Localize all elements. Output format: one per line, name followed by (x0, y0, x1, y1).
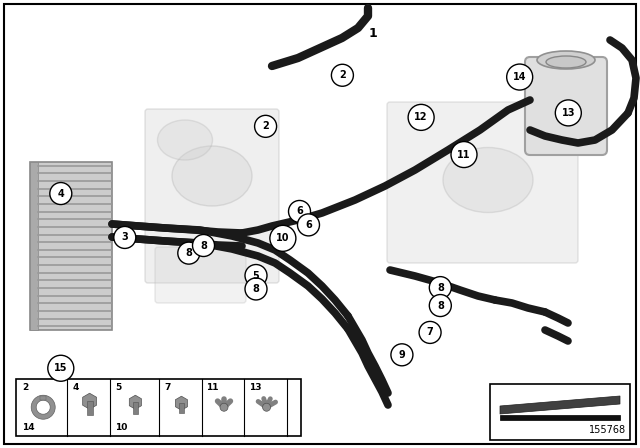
Text: 3: 3 (122, 233, 128, 242)
Circle shape (255, 115, 276, 138)
Text: 14: 14 (513, 72, 527, 82)
Circle shape (419, 321, 441, 344)
Polygon shape (175, 396, 188, 410)
Text: 5: 5 (115, 383, 121, 392)
Text: 4: 4 (58, 189, 64, 198)
FancyBboxPatch shape (525, 57, 607, 155)
Text: 6: 6 (305, 220, 312, 230)
Circle shape (270, 225, 296, 251)
Circle shape (507, 64, 532, 90)
Circle shape (298, 214, 319, 236)
FancyBboxPatch shape (145, 109, 279, 283)
Ellipse shape (172, 146, 252, 206)
Text: 9: 9 (399, 350, 405, 360)
Text: 4: 4 (72, 383, 79, 392)
Circle shape (50, 182, 72, 205)
Text: 8: 8 (437, 301, 444, 310)
Circle shape (289, 200, 310, 223)
Text: 10: 10 (276, 233, 290, 243)
Circle shape (245, 264, 267, 287)
Bar (30, 162, 112, 330)
Wedge shape (31, 395, 55, 419)
Text: 2: 2 (262, 121, 269, 131)
Text: 13: 13 (250, 383, 262, 392)
Circle shape (245, 278, 267, 300)
Circle shape (332, 64, 353, 86)
Polygon shape (129, 395, 141, 409)
Text: 2: 2 (22, 383, 28, 392)
Circle shape (48, 355, 74, 381)
Text: 1: 1 (368, 27, 377, 40)
Text: 8: 8 (437, 283, 444, 293)
Text: 10: 10 (115, 423, 127, 432)
Circle shape (556, 100, 581, 126)
Text: 2: 2 (339, 70, 346, 80)
Circle shape (178, 242, 200, 264)
Text: 11: 11 (207, 383, 219, 392)
FancyBboxPatch shape (155, 247, 246, 303)
Circle shape (391, 344, 413, 366)
Circle shape (114, 226, 136, 249)
Circle shape (193, 234, 214, 257)
Text: 14: 14 (22, 423, 35, 432)
Bar (16, 379, 301, 436)
Circle shape (220, 403, 228, 411)
Circle shape (451, 142, 477, 168)
Polygon shape (500, 415, 620, 420)
Text: 11: 11 (457, 150, 471, 159)
Text: 12: 12 (414, 112, 428, 122)
Bar (490, 384, 630, 440)
Bar (133, 402, 138, 414)
Ellipse shape (157, 120, 212, 160)
Circle shape (408, 104, 434, 130)
FancyBboxPatch shape (387, 102, 578, 263)
Text: 8: 8 (253, 284, 259, 294)
Text: 155768: 155768 (589, 425, 626, 435)
Bar (86, 401, 93, 415)
Text: 7: 7 (164, 383, 171, 392)
Ellipse shape (546, 56, 586, 68)
Circle shape (429, 276, 451, 299)
Text: 15: 15 (54, 363, 68, 373)
Ellipse shape (443, 147, 533, 212)
Text: 8: 8 (186, 248, 192, 258)
Text: 8: 8 (200, 241, 207, 250)
Polygon shape (83, 393, 97, 409)
Text: 5: 5 (253, 271, 259, 280)
Polygon shape (500, 396, 620, 414)
Text: 6: 6 (296, 207, 303, 216)
Bar (30, 162, 38, 330)
Text: 7: 7 (427, 327, 433, 337)
Circle shape (262, 403, 271, 411)
Ellipse shape (537, 51, 595, 69)
Text: 13: 13 (561, 108, 575, 118)
Circle shape (429, 294, 451, 317)
Bar (179, 403, 184, 413)
Bar (40, 396, 46, 400)
